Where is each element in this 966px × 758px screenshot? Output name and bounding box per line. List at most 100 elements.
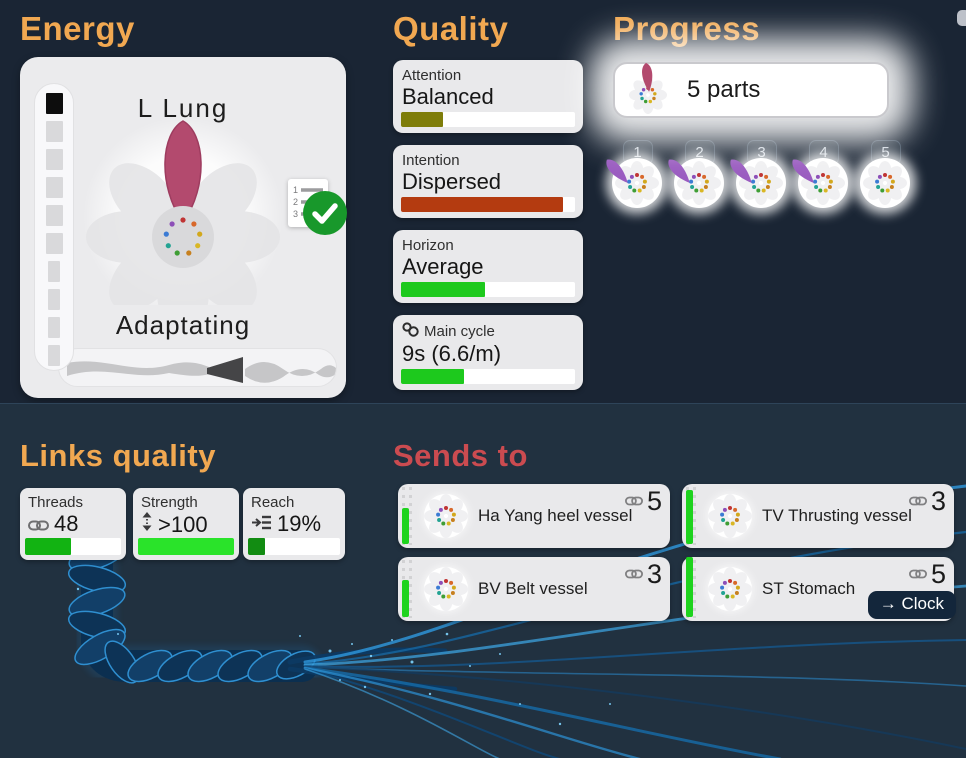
gauge-segment	[48, 317, 60, 338]
part-flower-icon	[736, 158, 786, 208]
stat-label: Horizon	[402, 237, 454, 254]
link-count: 3	[930, 486, 946, 516]
link-count: 5	[930, 559, 946, 589]
send-card-stomach[interactable]: ST Stomach 5 → Clock	[682, 556, 956, 621]
organ-mini-flower-icon	[629, 66, 669, 114]
stat-bar	[401, 369, 575, 384]
stat-bar	[248, 538, 340, 555]
gauge-segment	[45, 121, 63, 142]
part-flower-icon	[612, 158, 662, 208]
part-4[interactable]: 4	[798, 140, 849, 208]
stat-value: Balanced	[402, 84, 494, 109]
stat-label: Attention	[402, 67, 462, 84]
vessel-name: ST Stomach	[762, 579, 856, 599]
green-checkmark-icon	[302, 190, 348, 241]
part-2[interactable]: 2	[674, 140, 725, 208]
energy-card[interactable]: L Lung	[20, 57, 347, 398]
parts-row: 1 2 3 4	[612, 140, 911, 208]
vessel-flower-icon	[708, 494, 752, 538]
gauge-segment	[48, 261, 60, 282]
svg-text:3: 3	[293, 209, 298, 219]
stat-bar-fill	[248, 538, 266, 555]
task-complete-badge: 1 2 3	[286, 179, 350, 241]
level-bar	[402, 508, 409, 544]
stat-label: Main cycle	[424, 323, 495, 340]
parts-summary-card[interactable]: 5 parts	[613, 62, 889, 118]
chain-link-icon	[908, 493, 927, 511]
gauge-segment	[45, 233, 63, 254]
stat-card-reach: Reach 19%	[243, 488, 345, 560]
stat-bar-fill	[138, 538, 234, 555]
active-petal-icon	[164, 120, 202, 225]
send-card-thrusting-vessel[interactable]: TV Thrusting vessel 3	[682, 484, 954, 548]
level-bar	[686, 556, 693, 617]
stat-card-horizon: Horizon Average	[393, 230, 583, 303]
vessel-name: Ha Yang heel vessel	[478, 506, 633, 526]
stat-card-attention: Attention Balanced	[393, 60, 583, 133]
stat-card-threads: Threads 48	[20, 488, 126, 560]
svg-text:1: 1	[293, 185, 298, 195]
part-flower-icon	[798, 158, 848, 208]
link-count: 3	[646, 559, 662, 589]
bottom-section: Links quality Threads 48 Strength	[0, 403, 966, 758]
sends-to-grid: Ha Yang heel vessel 5 TV	[398, 484, 956, 621]
level-bar	[402, 579, 409, 617]
quality-title: Quality	[393, 10, 509, 47]
chain-link-icon	[908, 566, 927, 584]
clock-button[interactable]: → Clock	[867, 591, 956, 619]
part-5[interactable]: 5	[860, 140, 911, 208]
chain-link-icon	[624, 566, 643, 584]
indent-lines-icon	[251, 511, 272, 537]
top-section: Energy L Lung	[20, 10, 966, 398]
stat-bar	[401, 112, 575, 127]
progress-title: Progress	[613, 10, 761, 47]
energy-title: Energy	[20, 10, 135, 47]
send-card-ha-yang[interactable]: Ha Yang heel vessel 5	[398, 484, 670, 548]
link-count: 5	[646, 486, 662, 516]
vessel-flower-icon	[424, 567, 468, 611]
parts-count-label: 5 parts	[687, 76, 761, 103]
energy-gauge	[34, 83, 74, 371]
send-card-belt-vessel[interactable]: BV Belt vessel 3	[398, 557, 670, 621]
stat-value: Average	[402, 254, 484, 279]
stat-card-intention: Intention Dispersed	[393, 145, 583, 218]
stat-bar-fill	[401, 282, 485, 297]
stat-bar-fill	[25, 538, 72, 555]
stat-value: >100	[158, 511, 208, 537]
stat-bar	[25, 538, 121, 555]
stat-bar	[401, 282, 575, 297]
stat-bar-fill	[401, 369, 464, 384]
gauge-segment	[48, 345, 60, 366]
level-bar	[686, 490, 693, 544]
part-flower-icon	[860, 158, 910, 208]
gauge-segment	[45, 93, 63, 114]
svg-text:2: 2	[293, 197, 298, 207]
gauge-segment	[45, 177, 63, 198]
chain-link-icon	[624, 493, 643, 511]
stat-card-strength: Strength >100	[133, 488, 239, 560]
cycle-worm-indicator	[58, 348, 337, 387]
double-arrow-vertical-icon	[141, 511, 153, 538]
vessel-flower-icon	[708, 567, 752, 611]
vessel-flower-icon	[424, 494, 468, 538]
stat-bar	[138, 538, 234, 555]
stat-value: 19%	[277, 511, 322, 536]
stat-value: Dispersed	[402, 169, 502, 194]
stat-value: 48	[54, 511, 79, 536]
part-3[interactable]: 3	[736, 140, 787, 208]
stat-bar-fill	[401, 112, 443, 127]
stat-card-main-cycle: Main cycle 9s (6.6/m)	[393, 315, 583, 390]
gauge-segment	[48, 289, 60, 310]
stat-label: Threads	[28, 494, 84, 511]
part-flower-icon	[674, 158, 724, 208]
screen-edge-artifact	[957, 10, 966, 26]
gauge-segment	[45, 149, 63, 170]
stat-bar	[401, 197, 575, 212]
organ-flower	[78, 109, 288, 334]
part-1[interactable]: 1	[612, 140, 663, 208]
stat-label: Intention	[402, 152, 460, 169]
vessel-name: BV Belt vessel	[478, 579, 588, 599]
vessel-name: TV Thrusting vessel	[762, 506, 912, 526]
stat-value: 9s (6.6/m)	[402, 341, 502, 366]
